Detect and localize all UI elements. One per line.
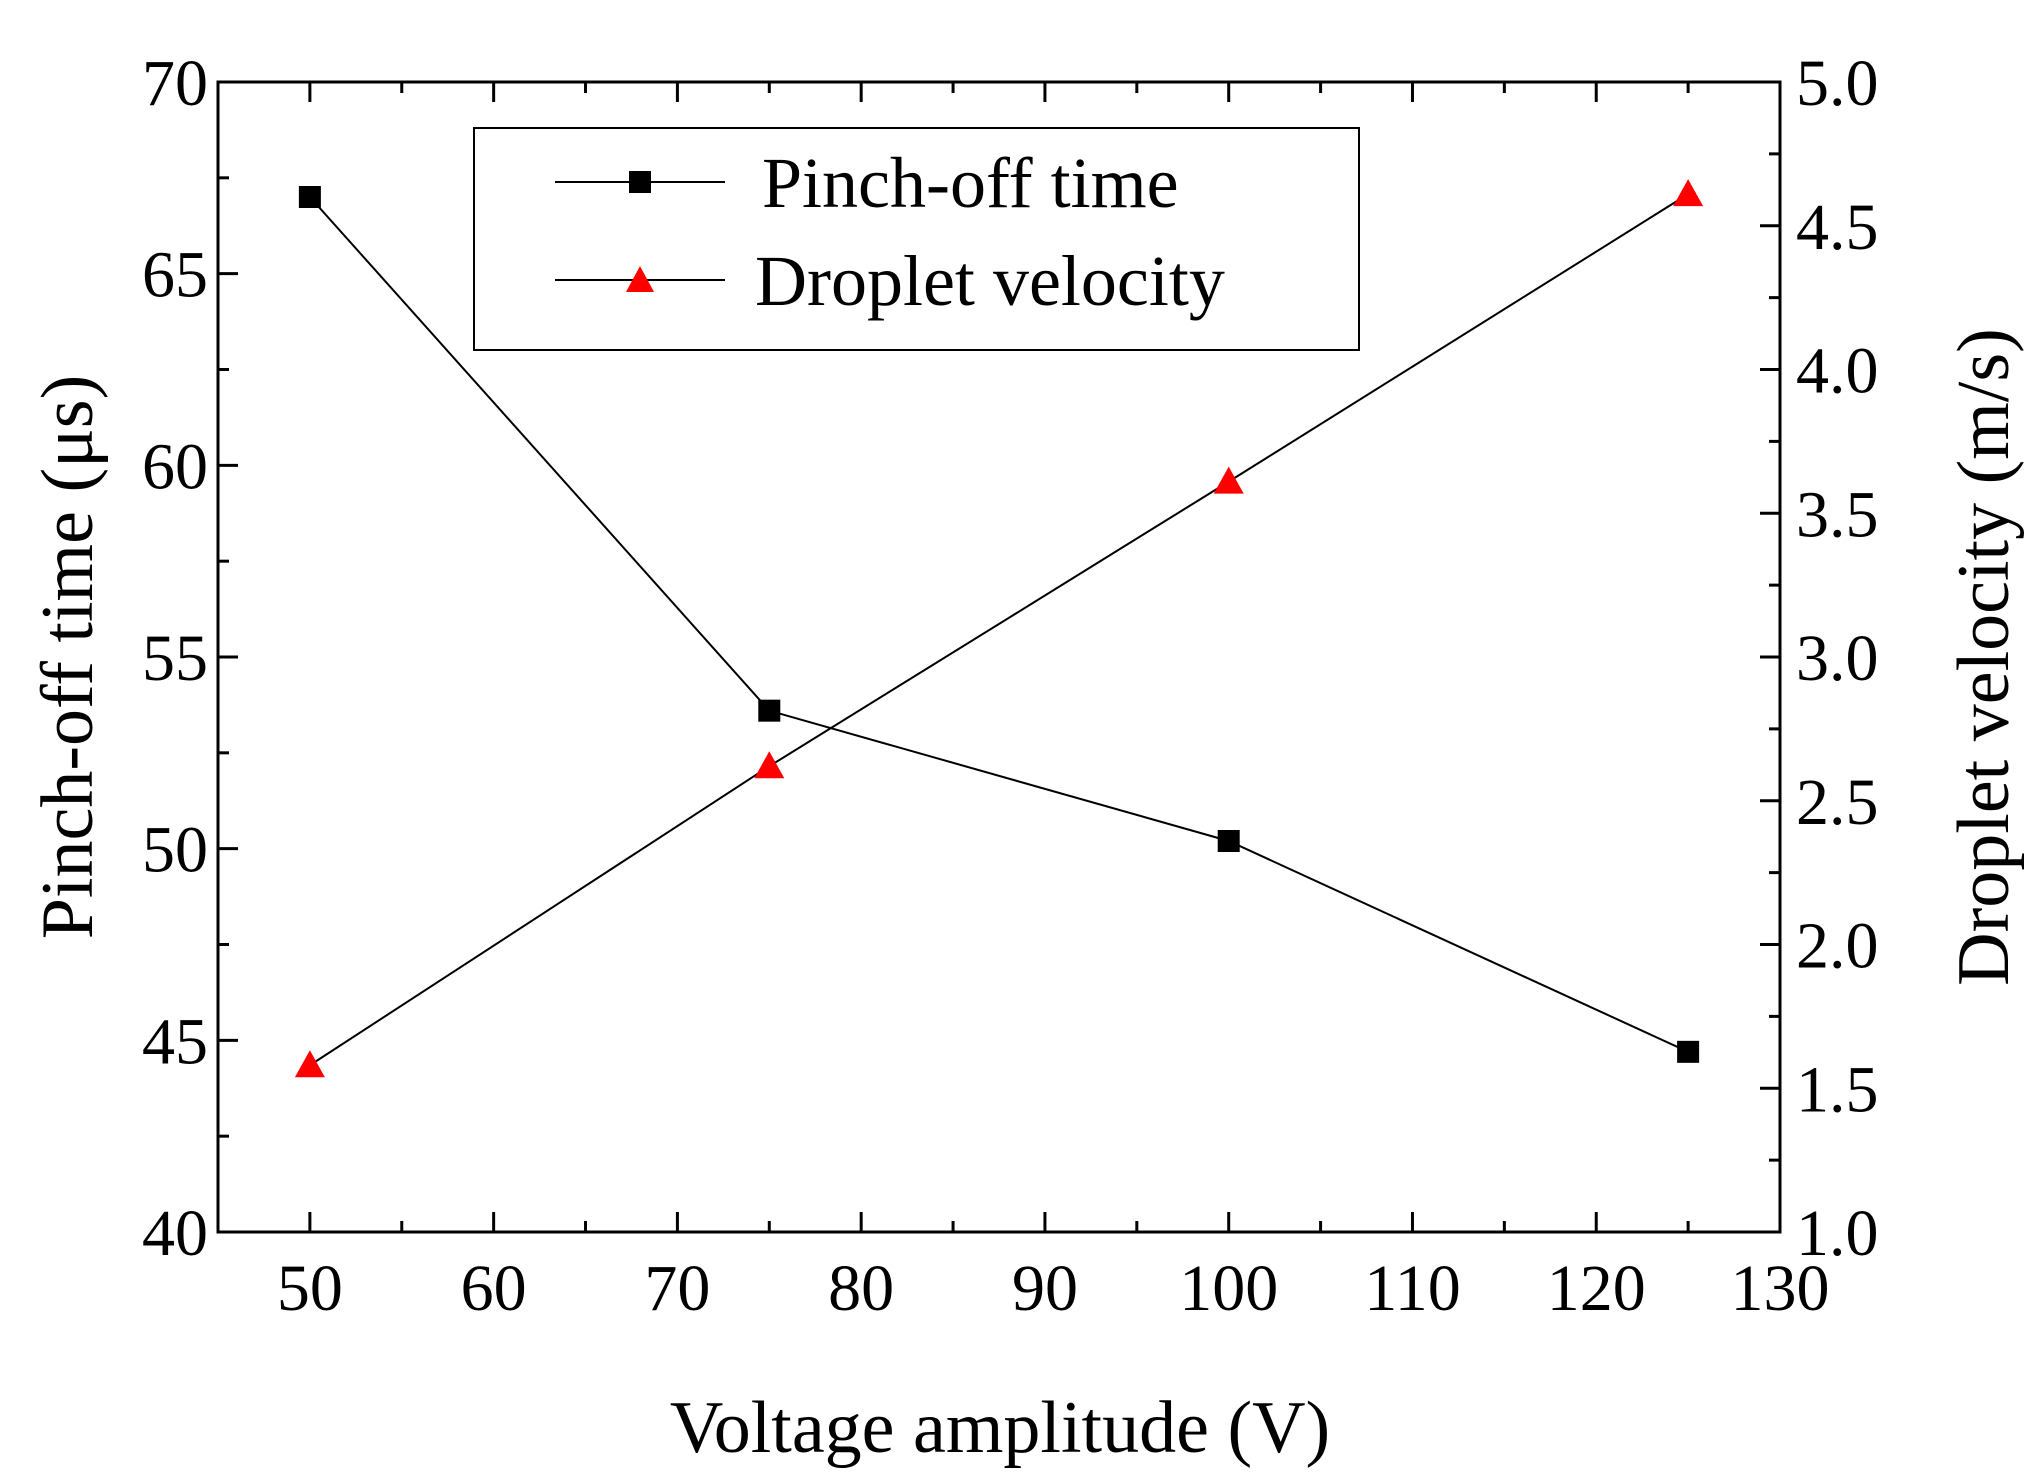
series-lines (309, 193, 1689, 1067)
y-right-tick-label: 2.0 (1796, 910, 1879, 983)
pinch-off-time-point (298, 186, 321, 208)
x-tick-label: 70 (644, 1252, 710, 1325)
series-line-pinch-off-time (309, 196, 1689, 1053)
y-left-tick-label: 45 (142, 1005, 208, 1078)
legend-label-pinch-off: Pinch-off time (762, 143, 1179, 223)
x-tick-label: 110 (1364, 1252, 1461, 1325)
legend-box (473, 127, 1360, 351)
x-tick-label: 130 (1731, 1252, 1830, 1325)
series-line-droplet-velocity (309, 193, 1689, 1067)
droplet-velocity-point (754, 751, 785, 779)
y-left-tick-label: 60 (142, 430, 208, 503)
y-left-tick-label: 40 (142, 1197, 208, 1270)
y-right-tick-label: 4.0 (1796, 335, 1879, 408)
right-y-axis-title: Droplet velocity (m/s) (1943, 328, 2025, 986)
y-right-tick-label: 3.0 (1796, 622, 1879, 695)
legend: Pinch-off time Droplet velocity (473, 127, 1360, 351)
pinch-off-time-point (1217, 830, 1240, 852)
y-left-tick-label: 50 (142, 814, 208, 887)
tick-labels: 50 60 70 80 90 100 110 120 130 40 45 50 55 60 65 70 1.0 1… (142, 47, 1879, 1325)
pinch-off-time-point (758, 699, 781, 722)
x-tick-label: 90 (1012, 1252, 1078, 1325)
legend-marker-triangle (626, 266, 654, 292)
y-right-tick-label: 1.0 (1796, 1197, 1879, 1270)
y-right-tick-label: 4.5 (1796, 191, 1879, 264)
axis-ticks (216, 80, 1782, 1234)
y-right-tick-label: 3.5 (1796, 478, 1879, 551)
y-left-tick-label: 55 (142, 622, 208, 695)
droplet-velocity-point (1213, 466, 1244, 494)
x-tick-label: 100 (1179, 1252, 1278, 1325)
y-right-tick-label: 5.0 (1796, 47, 1879, 120)
droplet-velocity-point (1673, 179, 1704, 207)
y-right-tick-label: 2.5 (1796, 766, 1879, 839)
x-tick-label: 50 (277, 1252, 343, 1325)
y-right-tick-label: 1.5 (1796, 1053, 1879, 1126)
y-left-tick-label: 70 (142, 47, 208, 120)
legend-label-velocity: Droplet velocity (755, 241, 1225, 321)
legend-marker-square (629, 171, 651, 193)
pinch-off-time-point (1677, 1040, 1700, 1063)
x-tick-label: 120 (1547, 1252, 1646, 1325)
series-markers (294, 179, 1704, 1078)
y-left-tick-label: 65 (142, 239, 208, 312)
x-tick-label: 60 (461, 1252, 527, 1325)
left-y-axis-title: Pinch-off time (μs) (27, 375, 109, 939)
x-tick-label: 80 (828, 1252, 894, 1325)
droplet-velocity-point (294, 1050, 325, 1078)
x-axis-title: Voltage amplitude (V) (670, 1387, 1330, 1469)
